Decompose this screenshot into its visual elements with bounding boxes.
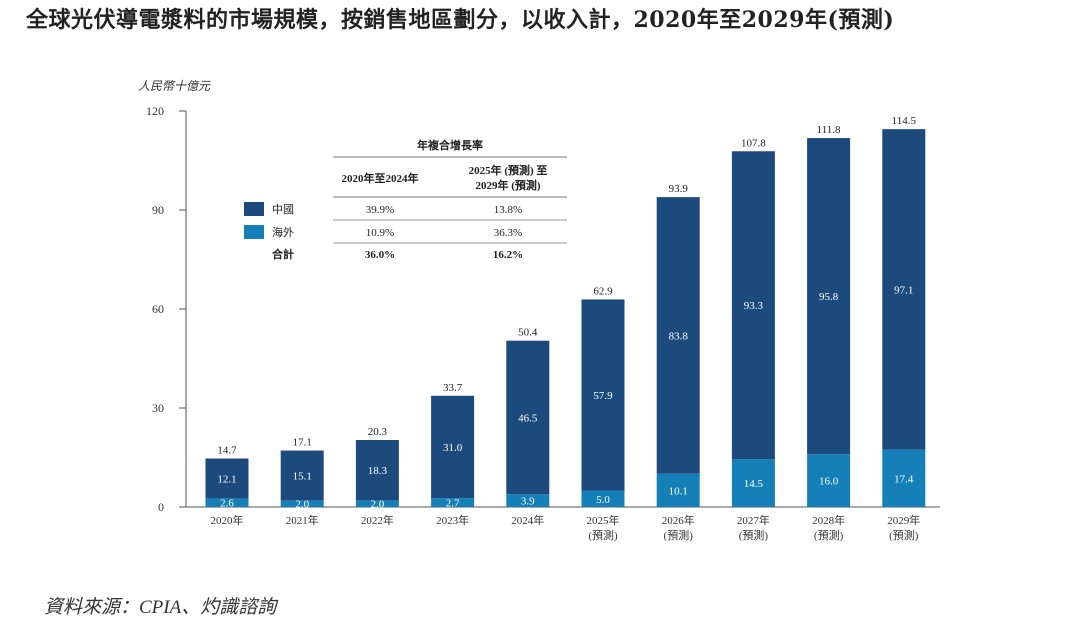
- x-tick-label: 2027年: [737, 513, 770, 527]
- cagr-col1-header: 2020年至2024年: [342, 171, 419, 185]
- data-label-overseas: 2.0: [295, 499, 309, 511]
- x-tick-label: 2028年: [812, 513, 845, 527]
- x-tick-forecast-label: (預測): [814, 528, 844, 542]
- bar-overseas: [882, 449, 926, 507]
- data-label-china: 57.9: [593, 390, 613, 402]
- data-label-overseas: 10.1: [669, 485, 688, 497]
- cagr-col2-header-line2: 2029年 (預測): [475, 178, 540, 192]
- legend-label: 海外: [272, 225, 294, 239]
- data-label-overseas: 16.0: [819, 476, 839, 488]
- data-label-china: 12.1: [217, 473, 236, 485]
- legend-swatch: [244, 202, 264, 216]
- bar-china: [882, 129, 926, 450]
- x-tick-forecast-label: (預測): [664, 528, 694, 542]
- data-label-total: 111.8: [817, 124, 841, 136]
- y-tick-label: 30: [152, 401, 164, 415]
- x-tick-label: 2024年: [511, 513, 544, 527]
- bar-overseas: [656, 473, 700, 507]
- cagr-value: 16.2%: [493, 249, 523, 261]
- bar-china: [581, 299, 625, 491]
- bar-overseas: [506, 494, 550, 507]
- y-tick-label: 120: [146, 104, 164, 118]
- legend-label: 中國: [272, 203, 294, 216]
- cagr-table-title: 年複合增長率: [417, 138, 483, 152]
- data-label-total: 114.5: [892, 115, 917, 127]
- legend-swatch: [244, 225, 264, 239]
- data-label-overseas: 2.0: [371, 499, 385, 511]
- x-tick-label: 2025年: [587, 513, 620, 527]
- bar-china: [807, 138, 851, 455]
- bar-china: [506, 340, 550, 495]
- legend-label: 合計: [272, 247, 294, 261]
- bar-china: [355, 440, 399, 501]
- x-tick-label: 2021年: [286, 513, 319, 527]
- data-label-overseas: 14.5: [744, 478, 764, 490]
- cagr-value: 10.9%: [366, 227, 394, 239]
- source-note: 資料來源：CPIA、灼識諮詢: [44, 597, 277, 618]
- data-label-overseas: 3.9: [521, 496, 535, 508]
- cagr-value: 39.9%: [366, 204, 394, 216]
- bar-china: [280, 450, 324, 501]
- bar-overseas: [431, 498, 475, 507]
- data-label-overseas: 17.4: [894, 473, 914, 485]
- data-label-total: 107.8: [741, 137, 766, 149]
- data-label-china: 31.0: [443, 442, 463, 454]
- bar-overseas: [731, 459, 775, 507]
- cagr-value: 36.3%: [494, 227, 522, 239]
- data-label-total: 62.9: [593, 285, 613, 297]
- data-label-china: 93.3: [744, 300, 764, 312]
- data-label-total: 20.3: [368, 426, 388, 438]
- bar-overseas: [280, 500, 324, 507]
- bar-china: [431, 395, 475, 499]
- data-label-total: 14.7: [217, 444, 237, 456]
- x-tick-forecast-label: (預測): [889, 528, 919, 542]
- data-label-china: 83.8: [669, 330, 689, 342]
- data-label-overseas: 5.0: [596, 494, 610, 506]
- cagr-table: 年複合增長率 2020年至2024年 2025年 (預測) 至2029年 (預測) 中…: [244, 138, 567, 261]
- x-tick-label: 2020年: [211, 513, 244, 527]
- data-label-overseas: 2.6: [220, 498, 234, 510]
- x-tick-forecast-label: (預測): [739, 528, 769, 542]
- cagr-col2-header-line1: 2025年 (預測) 至: [469, 163, 548, 177]
- data-label-china: 46.5: [518, 412, 538, 424]
- x-tick-label: 2026年: [662, 513, 695, 527]
- chart-title: 全球光伏導電漿料的市場規模，按銷售地區劃分，以收入計，2020年至2029年(預…: [26, 7, 895, 33]
- data-label-china: 15.1: [293, 470, 312, 482]
- bar-china: [205, 458, 249, 499]
- data-label-total: 50.4: [518, 327, 538, 339]
- data-label-china: 18.3: [368, 465, 388, 477]
- bar-overseas: [205, 498, 249, 507]
- cagr-value: 36.0%: [365, 249, 395, 261]
- y-tick-label: 0: [158, 500, 164, 514]
- y-tick-label: 60: [152, 302, 164, 316]
- bars: 2.6 12.1 14.7 2020年 2.0 15.1 17.1 2021年 2.0 18.3 2…: [205, 115, 926, 542]
- data-label-overseas: 2.7: [446, 498, 460, 510]
- bar-china: [656, 197, 700, 474]
- data-label-total: 33.7: [443, 382, 463, 394]
- y-axis-label: 人民幣十億元: [138, 79, 211, 93]
- x-tick-label: 2029年: [887, 513, 920, 527]
- bar-overseas: [355, 500, 399, 507]
- x-tick-forecast-label: (預測): [588, 528, 618, 542]
- bar-overseas: [581, 490, 625, 507]
- x-tick-label: 2023年: [436, 513, 469, 527]
- y-tick-label: 90: [152, 203, 164, 217]
- cagr-value: 13.8%: [494, 204, 522, 216]
- data-label-total: 93.9: [669, 183, 689, 195]
- x-tick-label: 2022年: [361, 513, 394, 527]
- data-label-china: 95.8: [819, 291, 839, 303]
- bar-overseas: [807, 454, 851, 507]
- data-label-china: 97.1: [894, 284, 913, 296]
- data-label-total: 17.1: [293, 437, 312, 449]
- bar-china: [731, 151, 775, 460]
